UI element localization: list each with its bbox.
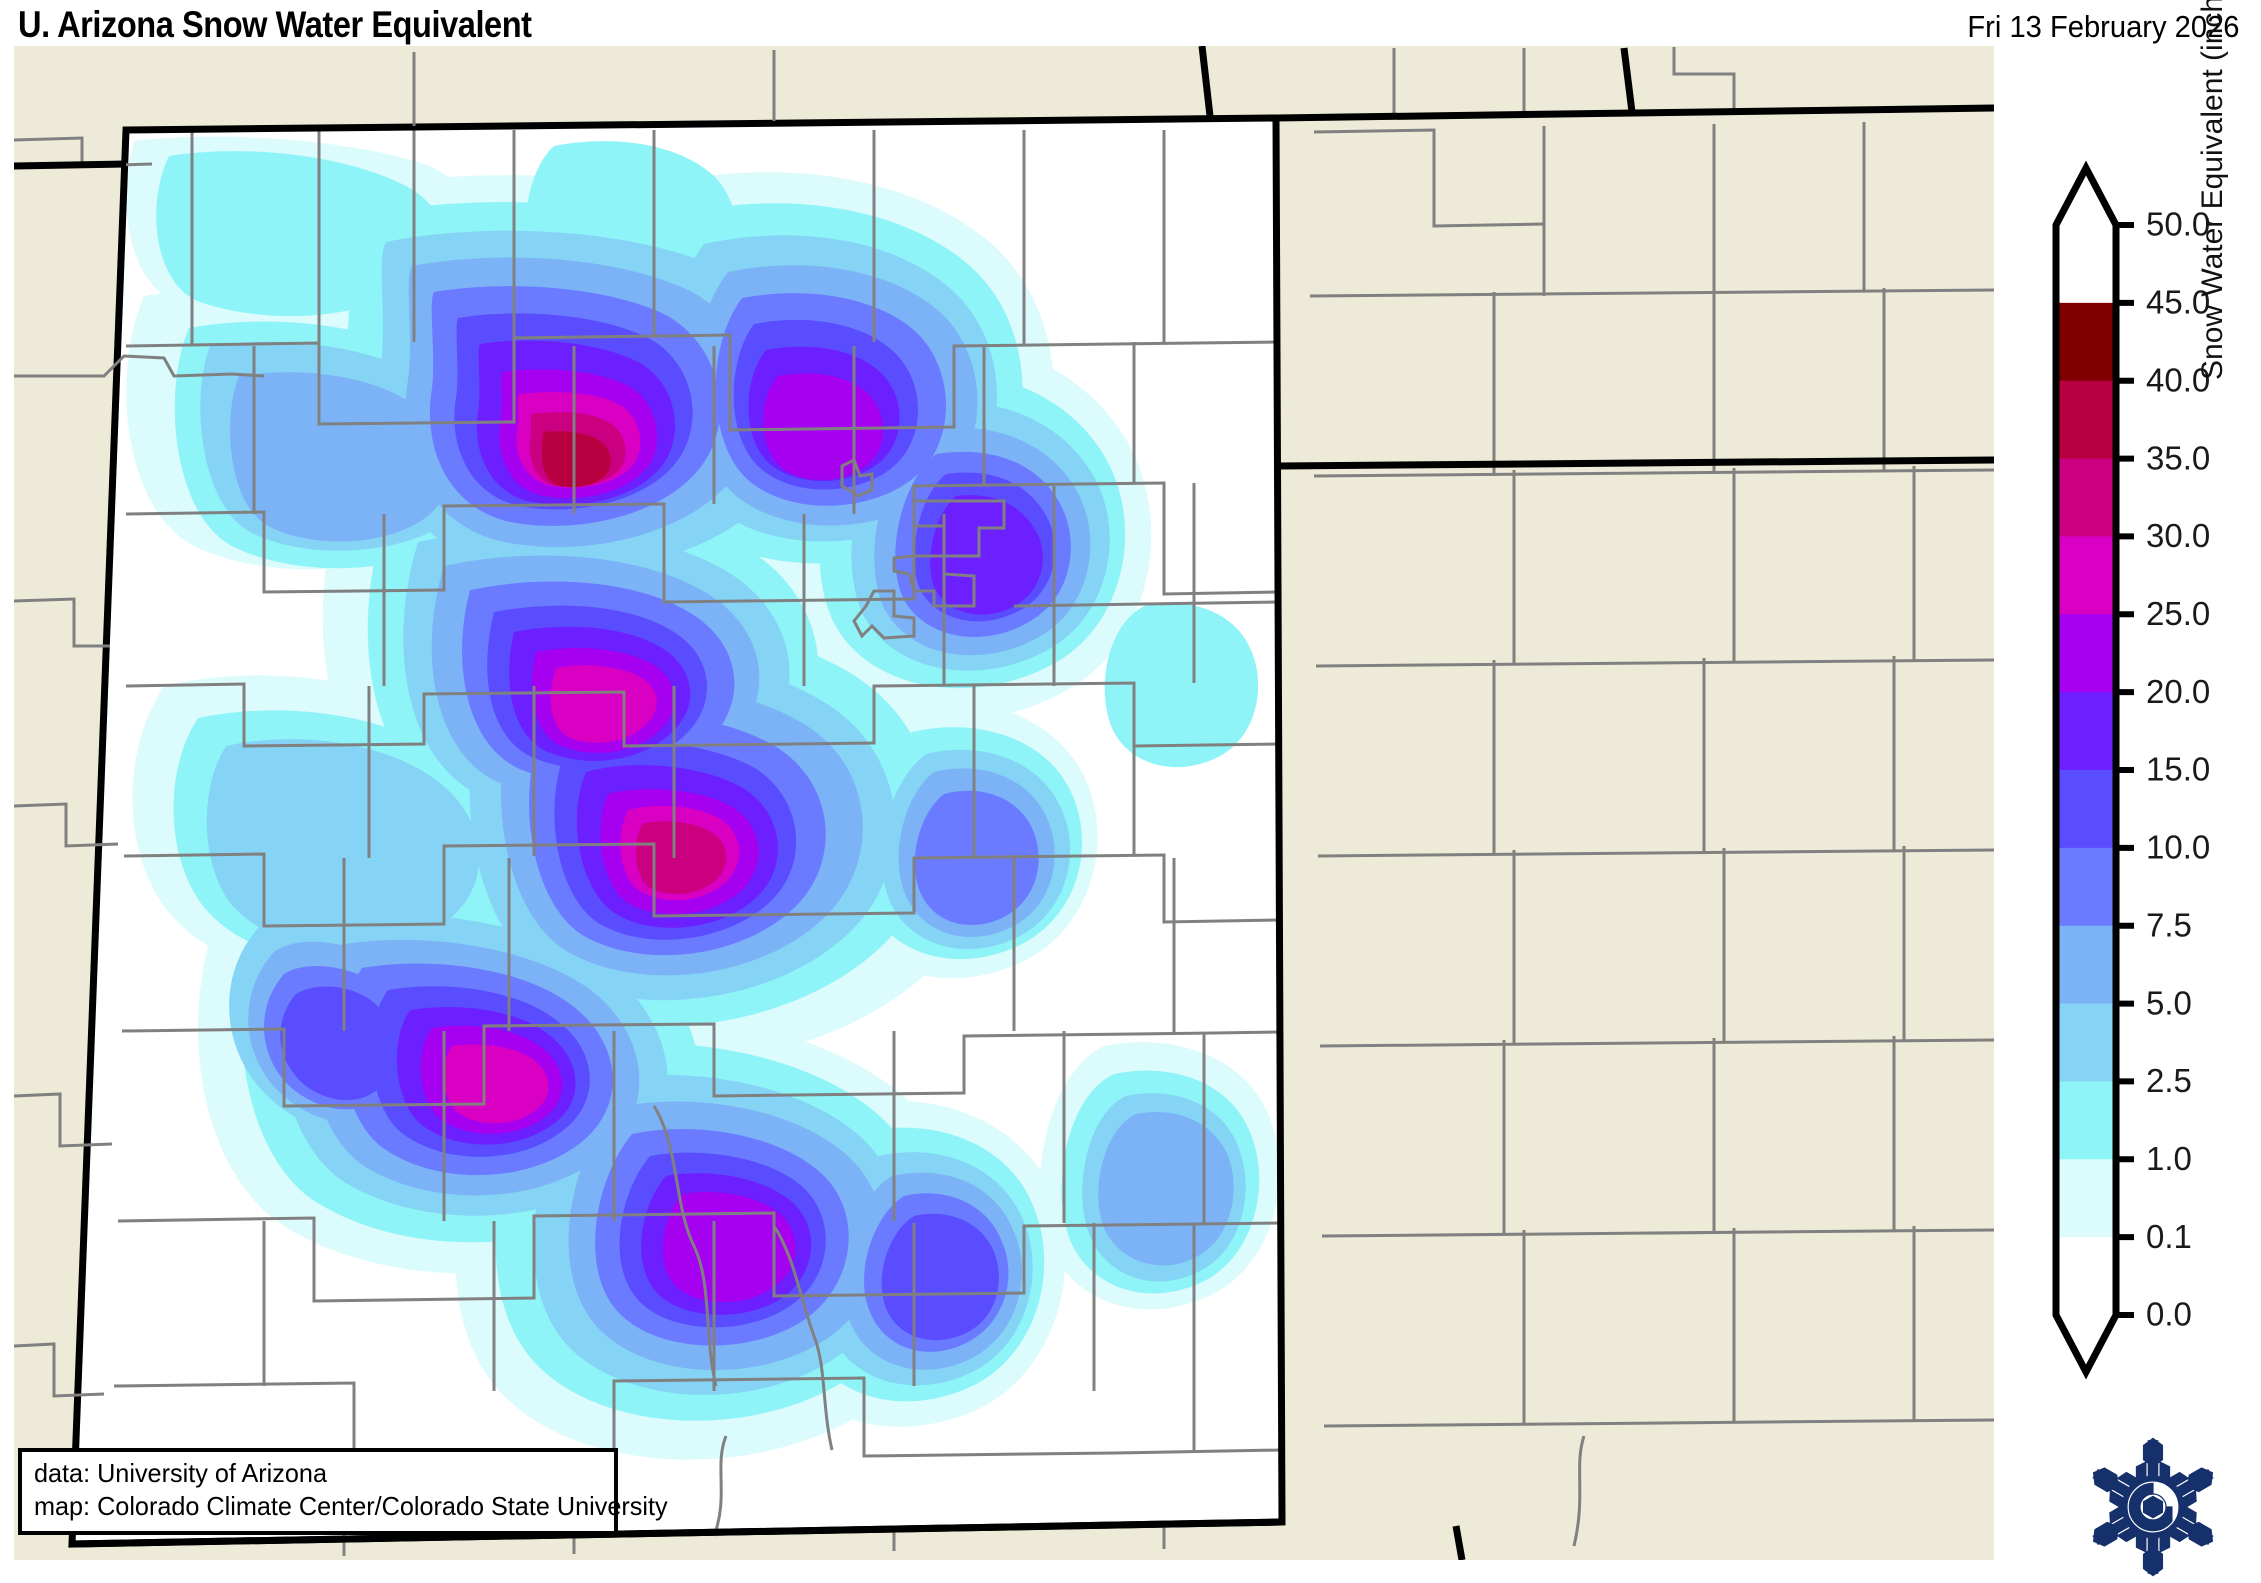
colorbar-band	[2059, 925, 2113, 1005]
colorbar-ticks	[2116, 222, 2134, 1318]
colorbar-tick-label: 15.0	[2146, 751, 2210, 788]
map-panel[interactable]	[14, 46, 1994, 1560]
colorbar-band	[2059, 380, 2113, 460]
colorbar-band	[2059, 1081, 2113, 1160]
county-boundaries	[113, 130, 1282, 1468]
swe-contour-field	[126, 136, 1280, 1460]
attribution-data-line: data: University of Arizona	[34, 1458, 327, 1488]
colorbar-tick-label: 7.5	[2146, 906, 2192, 943]
colorbar-band	[2059, 225, 2113, 304]
page-title: U. Arizona Snow Water Equivalent	[18, 4, 532, 45]
colorado-swe-map[interactable]	[14, 46, 1994, 1560]
colorbar-band	[2059, 770, 2113, 849]
colorbar-axis-title: Snow Water Equivalent (inches)	[2196, 0, 2229, 380]
colorbar-band	[2059, 847, 2113, 927]
colorbar-band	[2059, 692, 2113, 771]
colorbar-tick-label: 25.0	[2146, 595, 2210, 632]
colorbar-bands	[2059, 225, 2113, 1316]
colorbar-tick-label: 50.0	[2146, 206, 2210, 243]
colorbar-tick-label: 2.5	[2146, 1062, 2192, 1099]
neighbor-county-lines	[14, 47, 1994, 1556]
colorbar[interactable]: 50.0 45.0 40.0 35.0 30.0 25.0 20.0 15.0 10.0 7.5 5…	[2030, 120, 2261, 1450]
colorbar-tick-label: 35.0	[2146, 439, 2210, 476]
colorbar-band	[2059, 1159, 2113, 1238]
colorbar-tick-label: 40.0	[2146, 361, 2210, 398]
colorbar-tick-label: 5.0	[2146, 984, 2192, 1021]
colorado-climate-center-snowflake-logo	[2078, 1436, 2228, 1578]
colorbar-band	[2059, 1003, 2113, 1083]
colorbar-tick-label: 10.0	[2146, 829, 2210, 866]
colorbar-tick-label: 0.0	[2146, 1296, 2192, 1333]
colorbar-tick-label: 20.0	[2146, 673, 2210, 710]
page-date: Fri 13 February 2026	[1966, 9, 2239, 44]
neighbor-state-outlines	[14, 46, 1994, 1560]
colorbar-tick-label: 45.0	[2146, 284, 2210, 321]
colorbar-tick-labels: 50.0 45.0 40.0 35.0 30.0 25.0 20.0 15.0 10.0 7.5 5…	[2146, 206, 2210, 1333]
colorbar-tick-label: 1.0	[2146, 1140, 2192, 1177]
swe-band-35	[541, 431, 611, 488]
attribution-box: data: University of Arizona map: Colorad…	[18, 1448, 668, 1535]
colorbar-band	[2059, 1237, 2113, 1316]
attribution-map-line: map: Colorado Climate Center/Colorado St…	[34, 1491, 668, 1522]
colorbar-tick-label: 0.1	[2146, 1218, 2192, 1255]
colorbar-band	[2059, 458, 2113, 538]
colorbar-band	[2059, 614, 2113, 693]
colorbar-tick-label: 30.0	[2146, 517, 2210, 554]
colorbar-band	[2059, 536, 2113, 615]
colorbar-panel[interactable]: 50.0 45.0 40.0 35.0 30.0 25.0 20.0 15.0 10.0 7.5 5…	[2030, 120, 2261, 1450]
colorbar-band	[2059, 302, 2113, 382]
